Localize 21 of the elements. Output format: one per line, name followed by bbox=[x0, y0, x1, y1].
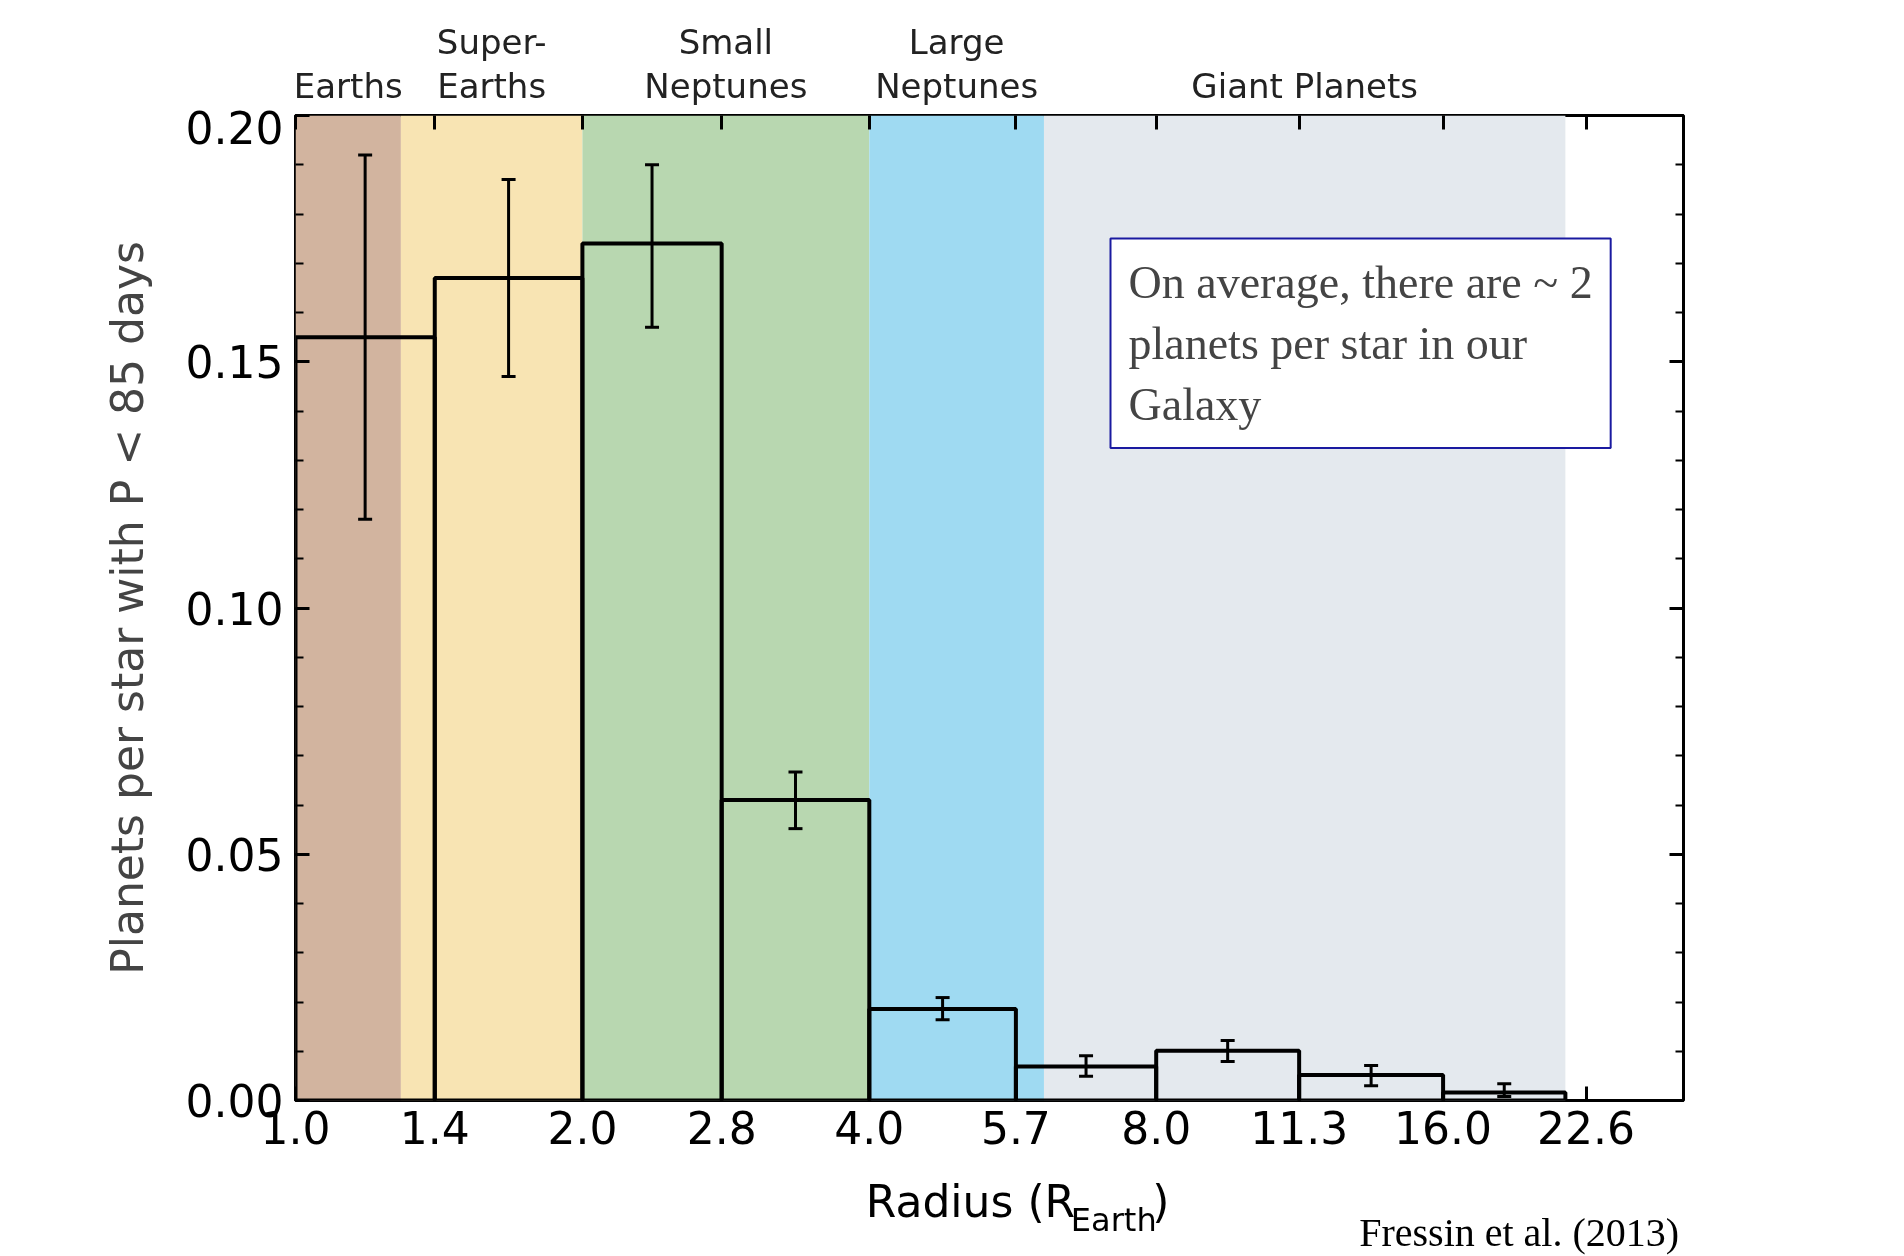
annotation: On average, there are ~ 2 planets per star in our Galaxy bbox=[1128, 256, 1593, 430]
x-tick-label: 5.7 bbox=[980, 1102, 1051, 1154]
x-tick-label: 22.6 bbox=[1537, 1102, 1636, 1154]
x-tick-label: 4.0 bbox=[834, 1102, 905, 1154]
x-tick-label: 8.0 bbox=[1121, 1102, 1192, 1154]
band-label: Large Neptunes bbox=[875, 22, 1039, 107]
x-tick-label: 1.4 bbox=[399, 1102, 470, 1154]
band-label: Small Neptunes bbox=[644, 22, 808, 107]
band-label: Earths bbox=[293, 66, 403, 107]
y-tick-label: 0.20 bbox=[185, 102, 284, 154]
x-tick-label: 11.3 bbox=[1250, 1102, 1349, 1154]
x-tick-label: 2.8 bbox=[686, 1102, 757, 1154]
x-tick-label: 2.0 bbox=[547, 1102, 618, 1154]
band-label: Giant Planets bbox=[1191, 66, 1418, 107]
y-axis-title: Planets per star with P < 85 days bbox=[101, 241, 153, 975]
band-label: Super- Earths bbox=[436, 22, 547, 107]
y-tick-label: 0.05 bbox=[185, 829, 284, 881]
x-tick-label: 16.0 bbox=[1394, 1102, 1493, 1154]
y-tick-label: 0.10 bbox=[185, 583, 284, 635]
text: Fressin et al. (2013) bbox=[1359, 1209, 1680, 1255]
y-tick-label: 0.15 bbox=[185, 337, 284, 389]
